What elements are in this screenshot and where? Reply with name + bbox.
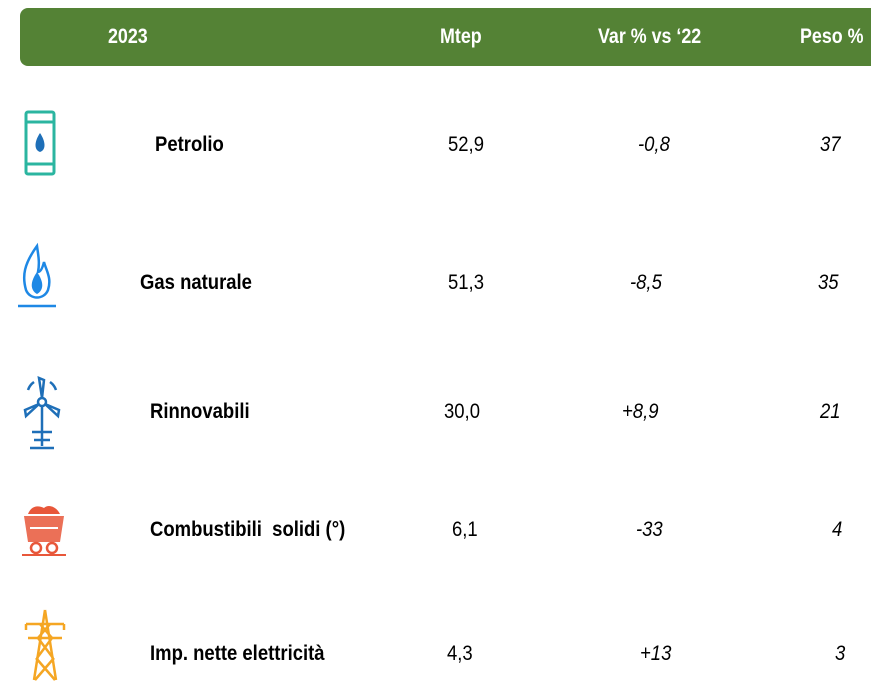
wind-turbine-icon xyxy=(23,376,61,450)
peso-value: 4 xyxy=(832,518,843,541)
header-cell: Var % vs ‘22 xyxy=(598,25,702,48)
var-value: -33 xyxy=(636,518,663,541)
header-cell: Mtep xyxy=(440,25,482,48)
row-label: Combustibili solidi (°) xyxy=(150,518,346,541)
row-label: Imp. nette elettricità xyxy=(150,642,325,665)
oil-barrel-icon xyxy=(24,110,56,176)
peso-value: 37 xyxy=(820,133,841,156)
var-value: -8,5 xyxy=(630,271,662,294)
var-value: -0,8 xyxy=(638,133,670,156)
mtep-value: 52,9 xyxy=(448,133,484,156)
header-cell: 2023 xyxy=(108,25,148,48)
row-label: Petrolio xyxy=(155,133,224,156)
var-value: +8,9 xyxy=(622,400,659,423)
mtep-value: 4,3 xyxy=(447,642,473,665)
peso-value: 21 xyxy=(820,400,841,423)
power-pylon-icon xyxy=(24,609,66,681)
header-bar xyxy=(20,8,871,66)
row-label: Rinnovabili xyxy=(150,400,250,423)
mtep-value: 51,3 xyxy=(448,271,484,294)
gas-flame-icon xyxy=(18,242,56,308)
mtep-value: 6,1 xyxy=(452,518,478,541)
peso-value: 35 xyxy=(818,271,839,294)
var-value: +13 xyxy=(640,642,672,665)
row-label: Gas naturale xyxy=(140,271,252,294)
mtep-value: 30,0 xyxy=(444,400,480,423)
peso-value: 3 xyxy=(835,642,846,665)
header-cell: Peso % xyxy=(800,25,864,48)
coal-cart-icon xyxy=(22,506,66,556)
